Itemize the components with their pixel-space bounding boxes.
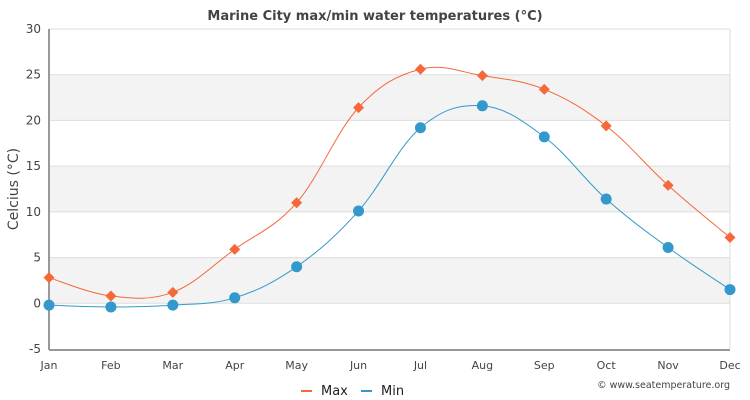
chart-title: Marine City max/min water temperatures (… (207, 9, 542, 24)
series-max-point (600, 120, 612, 132)
plot-bands (49, 74, 730, 304)
x-tick-label: Nov (657, 359, 679, 372)
legend-label-max: Max (321, 384, 348, 399)
series-max-point (229, 243, 241, 255)
series-max-point (105, 290, 117, 302)
y-tick-label: 10 (26, 205, 41, 219)
x-tick-label: Apr (225, 359, 245, 372)
series-max-point (724, 231, 736, 243)
series-min-point (353, 205, 365, 217)
x-tick-label: Oct (597, 359, 617, 372)
x-tick-label: Dec (719, 359, 740, 372)
series-max-point (353, 102, 365, 114)
x-tick-label: Jan (40, 359, 58, 372)
x-tick-label: Feb (101, 359, 120, 372)
y-tick-label: 25 (26, 68, 41, 82)
series-max-point (43, 272, 55, 284)
x-tick-label: Jul (413, 359, 427, 372)
y-tick-label: 20 (26, 113, 41, 127)
y-tick-label: 15 (26, 159, 41, 173)
series-min-point (662, 242, 674, 254)
x-tick-label: Jun (349, 359, 367, 372)
legend-label-min: Min (381, 384, 404, 399)
legend-item-min[interactable]: Min (361, 384, 404, 399)
plot-band (49, 166, 730, 212)
gridlines (49, 28, 731, 349)
series-max (43, 63, 736, 302)
y-tick-labels: -5 0 5 10 15 20 25 30 (26, 22, 41, 356)
series-min-point (414, 122, 426, 134)
axes (48, 29, 730, 351)
x-tick-label: Mar (162, 359, 183, 372)
x-tick-labels: Jan Feb Mar Apr May Jun Jul Aug Sep Oct Nov Dec (40, 359, 741, 372)
series-min-point (600, 193, 612, 205)
series-min (43, 100, 736, 313)
legend-item-max[interactable]: Max (301, 384, 348, 399)
series-max-point (414, 63, 426, 75)
x-tick-label: May (285, 359, 308, 372)
series-min-point (43, 299, 55, 311)
series-max-point (167, 286, 179, 298)
series-min-point (105, 301, 117, 313)
legend: Max Min (301, 384, 404, 399)
y-tick-label: -5 (29, 342, 41, 356)
series-max-point (538, 83, 550, 95)
series-max-point (291, 197, 303, 209)
x-tick-label: Sep (534, 359, 555, 372)
y-axis-label: Celcius (°C) (6, 148, 22, 230)
series-max-point (662, 179, 674, 191)
series-min-point (476, 100, 488, 112)
y-tick-label: 5 (33, 251, 41, 265)
plot-band (49, 74, 730, 121)
series-min-point (229, 292, 241, 304)
series-max-point (476, 70, 488, 82)
series-layer (43, 63, 736, 313)
series-min-point (538, 131, 550, 143)
x-tick-label: Aug (472, 359, 493, 372)
series-min-point (167, 299, 179, 311)
y-tick-label: 30 (26, 22, 41, 36)
series-min-point (724, 284, 736, 296)
credit-text: © www.seatemperature.org (597, 380, 730, 391)
y-tick-label: 0 (33, 296, 41, 310)
plot-band (49, 257, 730, 304)
series-min-point (291, 261, 303, 273)
